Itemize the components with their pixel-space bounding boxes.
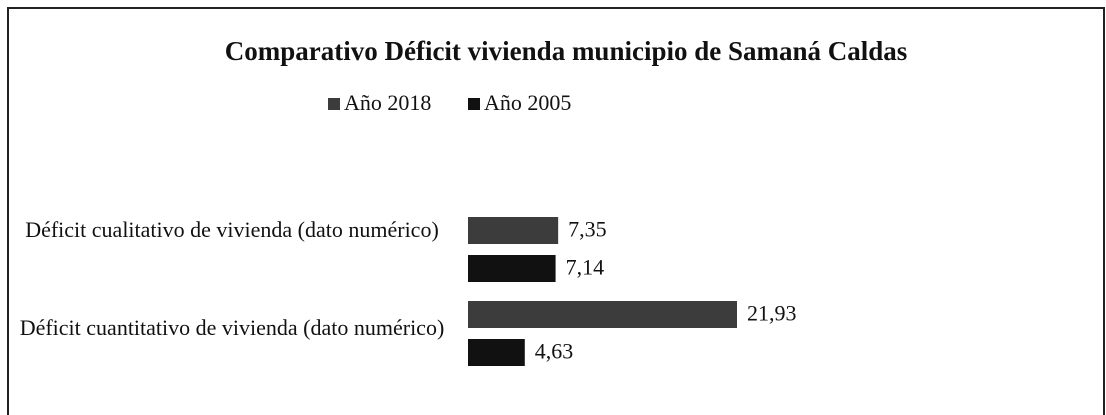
value-label: 21,93 [747,301,797,326]
chart-title: Comparativo Déficit vivienda municipio d… [225,36,908,66]
value-label: 4,63 [535,339,574,364]
value-label: 7,14 [566,255,605,280]
bar [468,301,737,328]
category-label: Déficit cualitativo de vivienda (dato nu… [25,217,439,242]
bar [468,339,525,366]
frame [7,7,1105,415]
legend-label: Año 2018 [344,90,431,115]
legend-label: Año 2005 [484,90,571,115]
bar [468,255,556,282]
legend-swatch [328,98,340,110]
legend-swatch [468,98,480,110]
value-label: 7,35 [568,217,607,242]
bar [468,217,559,244]
category-label: Déficit cuantitativo de vivienda (dato n… [19,315,445,340]
